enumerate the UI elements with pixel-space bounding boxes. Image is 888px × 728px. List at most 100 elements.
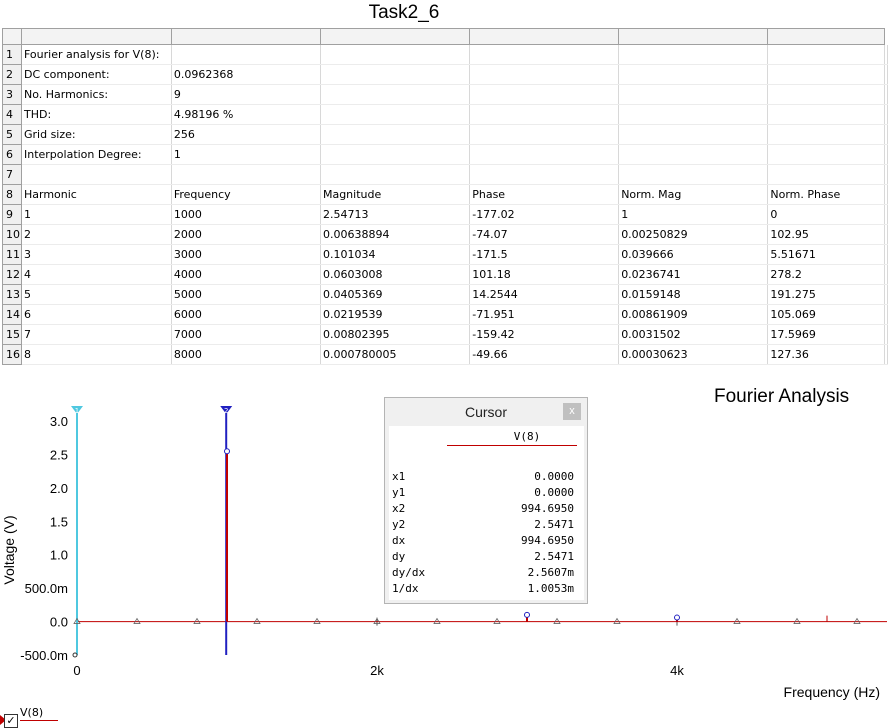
table-cell[interactable]: 0.0159148 — [618, 284, 769, 305]
table-cell[interactable]: 1 — [171, 144, 321, 165]
table-cell[interactable]: Phase — [469, 184, 620, 205]
table-cell[interactable] — [767, 44, 885, 65]
row-number[interactable]: 12 — [2, 264, 22, 285]
table-cell[interactable]: DC component: — [21, 64, 172, 85]
table-cell[interactable] — [171, 164, 321, 185]
table-cell[interactable] — [884, 324, 888, 345]
table-cell[interactable] — [884, 104, 888, 125]
table-cell[interactable] — [884, 344, 888, 365]
table-cell[interactable] — [320, 164, 471, 185]
table-cell[interactable]: 0.00638894 — [320, 224, 471, 245]
table-cell[interactable]: 8000 — [171, 344, 321, 365]
row-number[interactable]: 11 — [2, 244, 22, 265]
table-cell[interactable] — [469, 44, 620, 65]
row-number[interactable]: 4 — [2, 104, 22, 125]
table-cell[interactable] — [618, 124, 769, 145]
table-cell[interactable]: 0.0603008 — [320, 264, 471, 285]
table-cell[interactable]: 7000 — [171, 324, 321, 345]
table-cell[interactable] — [320, 44, 471, 65]
table-cell[interactable]: 105.069 — [767, 304, 885, 325]
row-number[interactable]: 2 — [2, 64, 22, 85]
table-cell[interactable]: Norm. Mag — [618, 184, 769, 205]
table-cell[interactable]: 5000 — [171, 284, 321, 305]
column-header[interactable] — [618, 28, 769, 45]
table-cell[interactable] — [469, 144, 620, 165]
table-cell[interactable]: -71.951 — [469, 304, 620, 325]
table-cell[interactable]: 14.2544 — [469, 284, 620, 305]
table-cell[interactable]: 17.5969 — [767, 324, 885, 345]
table-cell[interactable] — [884, 124, 888, 145]
table-cell[interactable] — [884, 264, 888, 285]
table-cell[interactable] — [618, 104, 769, 125]
table-cell[interactable] — [618, 84, 769, 105]
table-cell[interactable]: 102.95 — [767, 224, 885, 245]
table-cell[interactable]: 0.0405369 — [320, 284, 471, 305]
table-cell[interactable] — [767, 64, 885, 85]
row-number[interactable]: 1 — [2, 44, 22, 65]
table-cell[interactable]: Grid size: — [21, 124, 172, 145]
table-cell[interactable] — [320, 104, 471, 125]
row-number[interactable]: 14 — [2, 304, 22, 325]
table-cell[interactable]: 1 — [21, 204, 172, 225]
table-cell[interactable] — [469, 124, 620, 145]
table-cell[interactable]: -171.5 — [469, 244, 620, 265]
table-cell[interactable]: 6 — [21, 304, 172, 325]
table-cell[interactable] — [884, 184, 888, 205]
table-cell[interactable]: 0.0236741 — [618, 264, 769, 285]
row-number[interactable]: 5 — [2, 124, 22, 145]
table-cell[interactable]: Norm. Phase — [767, 184, 885, 205]
table-cell[interactable]: 0.00250829 — [618, 224, 769, 245]
row-number[interactable]: 16 — [2, 344, 22, 365]
table-cell[interactable] — [884, 64, 888, 85]
table-cell[interactable]: 127.36 — [767, 344, 885, 365]
table-cell[interactable]: 191.275 — [767, 284, 885, 305]
table-cell[interactable]: 4 — [21, 264, 172, 285]
table-cell[interactable]: 3 — [21, 244, 172, 265]
cursor-panel-header[interactable]: Cursor x — [385, 398, 587, 425]
table-cell[interactable]: 1 — [618, 204, 769, 225]
fourier-plot[interactable]: 3.0 2.5 2.0 1.5 1.0 500.0m 0.0 -500.0m 0 2k 4k 1 2 V… — [0, 390, 888, 706]
table-cell[interactable] — [618, 64, 769, 85]
table-cell[interactable]: 4000 — [171, 264, 321, 285]
table-cell[interactable] — [767, 124, 885, 145]
column-header[interactable] — [767, 28, 885, 45]
table-cell[interactable] — [884, 304, 888, 325]
table-cell[interactable] — [469, 104, 620, 125]
table-cell[interactable] — [618, 164, 769, 185]
table-cell[interactable]: 0.0219539 — [320, 304, 471, 325]
table-cell[interactable]: 0.00802395 — [320, 324, 471, 345]
row-number[interactable]: 13 — [2, 284, 22, 305]
column-header[interactable] — [469, 28, 620, 45]
table-cell[interactable]: 4.98196 % — [171, 104, 321, 125]
table-cell[interactable]: 0.0031502 — [618, 324, 769, 345]
column-header[interactable] — [21, 28, 172, 45]
table-cell[interactable]: 9 — [171, 84, 321, 105]
table-cell[interactable]: -49.66 — [469, 344, 620, 365]
column-header[interactable] — [171, 28, 321, 45]
table-cell[interactable]: THD: — [21, 104, 172, 125]
table-cell[interactable]: 0.039666 — [618, 244, 769, 265]
table-cell[interactable]: 1000 — [171, 204, 321, 225]
column-header[interactable] — [320, 28, 471, 45]
table-cell[interactable]: -74.07 — [469, 224, 620, 245]
table-cell[interactable]: 6000 — [171, 304, 321, 325]
cursor-panel[interactable]: Cursor x V(8) x1 0.0000 y1 0.0000 x2 994.6950… — [384, 397, 588, 604]
table-cell[interactable]: 101.18 — [469, 264, 620, 285]
table-cell[interactable]: 256 — [171, 124, 321, 145]
table-cell[interactable]: 5.51671 — [767, 244, 885, 265]
table-cell[interactable]: 2 — [21, 224, 172, 245]
table-cell[interactable]: -159.42 — [469, 324, 620, 345]
table-cell[interactable]: Fourier analysis for V(8): — [21, 44, 172, 65]
table-cell[interactable]: 8 — [21, 344, 172, 365]
table-cell[interactable]: Frequency — [171, 184, 321, 205]
table-cell[interactable] — [469, 164, 620, 185]
table-cell[interactable] — [884, 204, 888, 225]
table-cell[interactable]: 0.0962368 — [171, 64, 321, 85]
row-number[interactable]: 6 — [2, 144, 22, 165]
row-number[interactable]: 9 — [2, 204, 22, 225]
grid-corner[interactable] — [2, 28, 22, 45]
table-cell[interactable]: 0.101034 — [320, 244, 471, 265]
table-cell[interactable] — [469, 84, 620, 105]
table-cell[interactable]: Interpolation Degree: — [21, 144, 172, 165]
table-cell[interactable] — [884, 144, 888, 165]
